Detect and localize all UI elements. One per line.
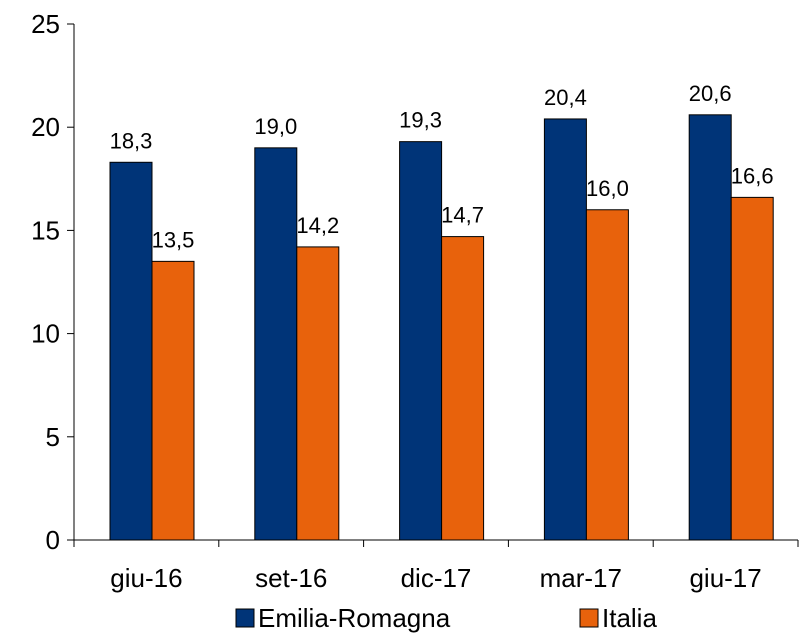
legend-swatch [235, 608, 255, 628]
bar-emilia-romagna [399, 141, 443, 541]
data-label: 19,3 [399, 108, 442, 133]
data-label: 16,0 [586, 176, 629, 201]
y-tick-label: 15 [31, 215, 60, 245]
bar-emilia-romagna [109, 161, 153, 541]
bar-emilia-romagna [688, 114, 732, 541]
y-tick-label: 5 [46, 422, 60, 452]
bar-italia [151, 260, 195, 541]
y-tick-label: 25 [31, 9, 60, 39]
legend: Emilia-Romagna Italia [235, 603, 657, 633]
legend-label: Italia [602, 603, 657, 633]
bars [109, 114, 774, 541]
data-label: 13,5 [152, 227, 195, 252]
data-label: 14,2 [296, 213, 339, 238]
data-label: 20,6 [689, 81, 732, 106]
x-category-label: set-16 [255, 563, 327, 593]
bar-italia [730, 196, 774, 541]
bar-italia [585, 209, 629, 541]
x-category-label: giu-17 [689, 563, 761, 593]
y-tick-label: 10 [31, 319, 60, 349]
bar-emilia-romagna [543, 118, 587, 541]
x-category-label: mar-17 [540, 563, 622, 593]
legend-label: Emilia-Romagna [258, 603, 451, 633]
x-category-label: giu-16 [110, 563, 182, 593]
labels: 18,3 19,0 19,3 20,4 20,6 13,5 14,2 14,7 16,0 16,6 [110, 81, 774, 253]
data-label: 14,7 [441, 203, 484, 228]
bar-emilia-romagna [254, 147, 298, 541]
legend-swatch [579, 608, 599, 628]
data-label: 16,6 [731, 163, 774, 188]
data-label: 19,0 [254, 114, 297, 139]
data-label: 18,3 [110, 128, 153, 153]
y-tick-label: 20 [31, 112, 60, 142]
data-label: 20,4 [544, 85, 587, 110]
axes: 0 5 10 15 20 25 giu-16 set-16 dic-17 mar-17 giu-17 [31, 9, 799, 593]
y-tick-label: 0 [46, 525, 60, 555]
x-category-label: dic-17 [401, 563, 472, 593]
bar-italia [296, 246, 340, 541]
bar-italia [441, 236, 485, 541]
